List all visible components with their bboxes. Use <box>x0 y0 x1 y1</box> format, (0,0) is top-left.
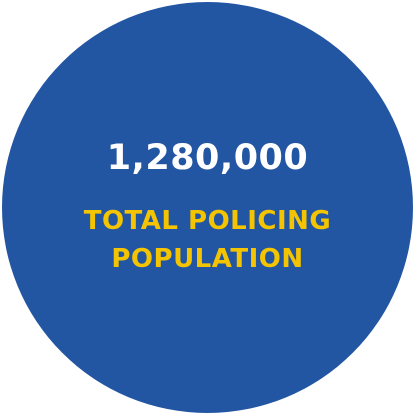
stat-label-line-2: POPULATION <box>111 244 304 274</box>
stat-label: TOTAL POLICING POPULATION <box>84 202 332 278</box>
stat-circle: 1,280,000 TOTAL POLICING POPULATION <box>2 2 413 413</box>
stat-label-line-1: TOTAL POLICING <box>83 206 332 236</box>
stat-value: 1,280,000 <box>106 138 309 178</box>
